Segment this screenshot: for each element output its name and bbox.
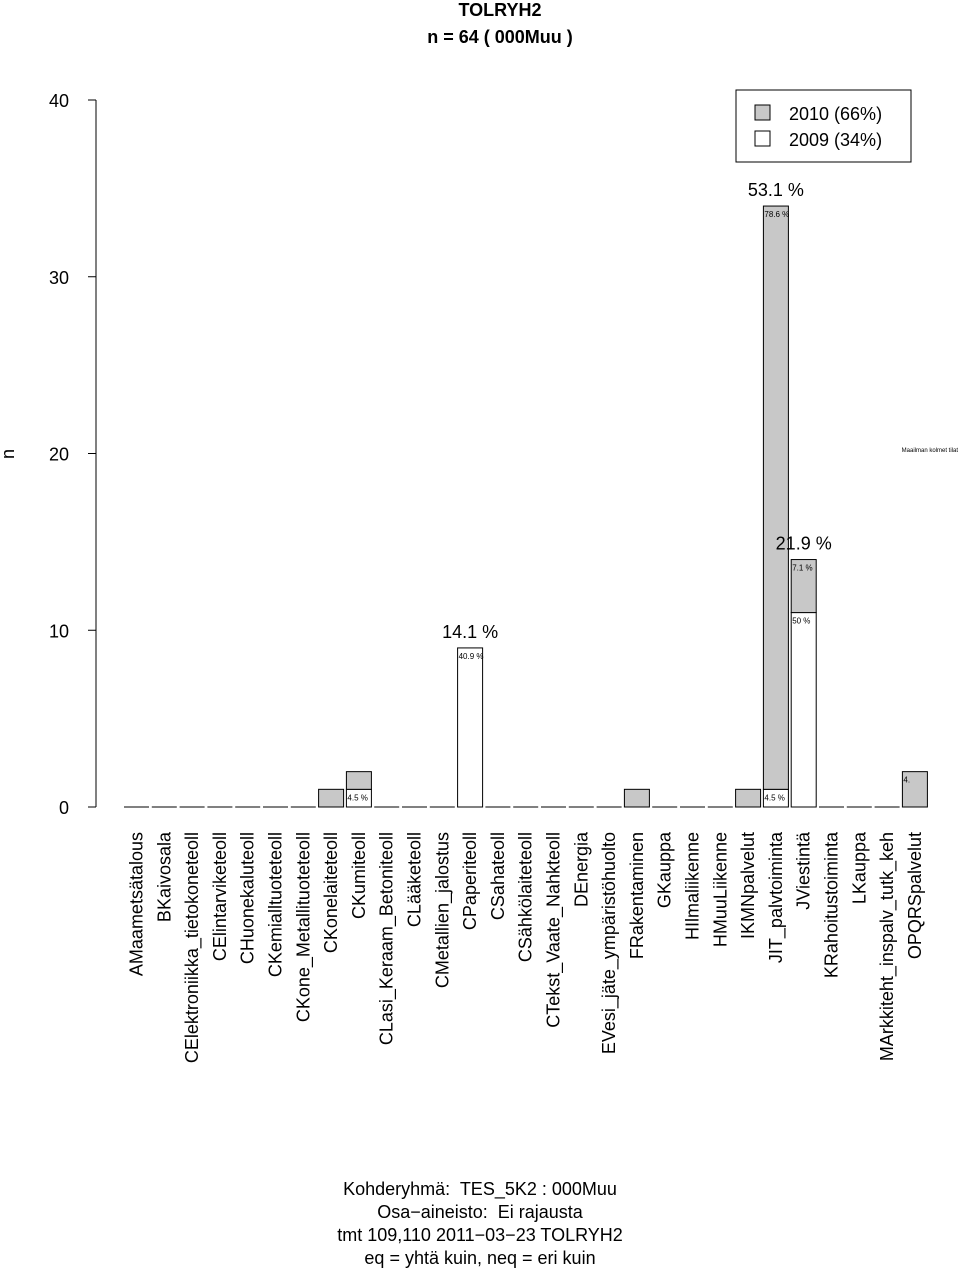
- legend-swatch-2010: [754, 104, 771, 121]
- x-category-label: CKemialltuoteteoll: [266, 832, 286, 977]
- chart-annotation: Maailman kolmet tilat: [902, 448, 959, 454]
- bar-2010: [901, 771, 928, 808]
- legend-box: [735, 89, 912, 163]
- x-category-label: CPaperiteoll: [460, 832, 480, 930]
- x-category-label: CKone_Metallituoteteoll: [293, 832, 314, 1022]
- legend-label-2010: 2010 (66%): [789, 104, 882, 124]
- x-category-label: CElintarviketeoll: [210, 832, 230, 961]
- y-tick-label: 10: [49, 621, 69, 641]
- x-category-label: CSähkölaiteteoll: [516, 832, 536, 962]
- bar-2009: [457, 647, 484, 808]
- legend-swatch-2009: [754, 130, 771, 147]
- x-category-label: CHuonekaluteoll: [238, 832, 258, 964]
- bar-segment-label: 7.1 %: [792, 564, 812, 573]
- bar-2010: [790, 559, 817, 614]
- x-category-label: HMuuLiikenne: [710, 832, 730, 947]
- x-category-label: JViestintä: [794, 831, 814, 910]
- x-category-label: CSahateoll: [488, 832, 508, 920]
- x-category-label: JIT_palvtoiminta: [766, 831, 787, 963]
- chart-title: TOLRYH2: [458, 0, 541, 20]
- footer: Kohderyhmä: TES_5K2 : 000Muu Osa−aineist…: [0, 1178, 960, 1270]
- x-category-label: CElektroniikka_tietokoneteoll: [182, 832, 203, 1063]
- bar-segment-label: 4.5 %: [764, 793, 784, 802]
- footer-subset: Osa−aineisto: Ei rajausta: [377, 1202, 583, 1222]
- footer-target-group: Kohderyhmä: TES_5K2 : 000Muu: [343, 1179, 617, 1199]
- y-tick-label: 20: [49, 445, 69, 465]
- bar-segment-label: 50 %: [792, 617, 810, 626]
- x-category-label: DEnergia: [571, 831, 591, 907]
- footer-legend-note: eq = yhtä kuin, neq = eri kuin: [364, 1248, 596, 1268]
- legend-label-2009: 2009 (34%): [789, 130, 882, 150]
- bar-2010: [345, 771, 372, 790]
- y-tick-label: 40: [49, 91, 69, 111]
- bar-total-label: 14.1 %: [442, 622, 498, 642]
- x-category-label: GKauppa: [655, 831, 675, 908]
- y-tick-label: 30: [49, 268, 69, 288]
- x-category-label: CLääketeoll: [405, 832, 425, 927]
- bar-segment-label: 4.5 %: [347, 793, 367, 802]
- bar-2010: [318, 788, 345, 808]
- x-category-label: EVesi_jäte_ympäristöhuolto: [599, 832, 620, 1054]
- x-category-label: OPQRSpalvelut: [905, 832, 925, 959]
- bar-2010: [623, 788, 650, 808]
- x-category-label: BKaivosala: [154, 831, 174, 922]
- x-category-label: CMetallien_jalostus: [432, 832, 453, 988]
- footer-run-info: tmt 109,110 2011−03−23 TOLRYH2: [337, 1225, 623, 1245]
- x-category-label: FRakentaminen: [627, 832, 647, 959]
- bar-chart: TOLRYH2 n = 64 ( 000Muu ) 0 10 20 30 40 n AMaame…: [0, 0, 959, 1063]
- y-axis-label: n: [0, 449, 18, 459]
- x-category-label: CTekst_Vaate_Nahkteoll: [544, 832, 565, 1028]
- x-category-label: KRahoitustoiminta: [822, 831, 842, 978]
- bar-segment-label: 4.: [903, 776, 910, 785]
- bar-total-label: 21.9 %: [776, 534, 832, 554]
- x-category-label: IKMNpalvelut: [738, 832, 758, 939]
- bar-segment-label: 78.6 %: [764, 210, 789, 219]
- x-category-label: CKonelaiteteoll: [321, 832, 341, 953]
- chart-subtitle: n = 64 ( 000Muu ): [427, 27, 573, 47]
- bar-2009: [790, 612, 817, 808]
- bar-total-label: 53.1 %: [748, 180, 804, 200]
- x-category-label: CLasi_Keraam_Betoniteoll: [377, 832, 398, 1045]
- x-category-label: AMaametsätalous: [127, 832, 147, 976]
- bar-segment-label: 40.9 %: [459, 652, 484, 661]
- x-category-label: LKauppa: [849, 831, 869, 904]
- x-category-label: HIlmaliikenne: [683, 832, 703, 940]
- bar-2010: [735, 788, 762, 808]
- bar-2010: [762, 205, 789, 790]
- x-category-label: MArkkiteht_inspalv_tutk_keh: [877, 832, 898, 1061]
- y-tick-label: 0: [59, 798, 69, 818]
- x-category-label: CKumiteoll: [349, 832, 369, 919]
